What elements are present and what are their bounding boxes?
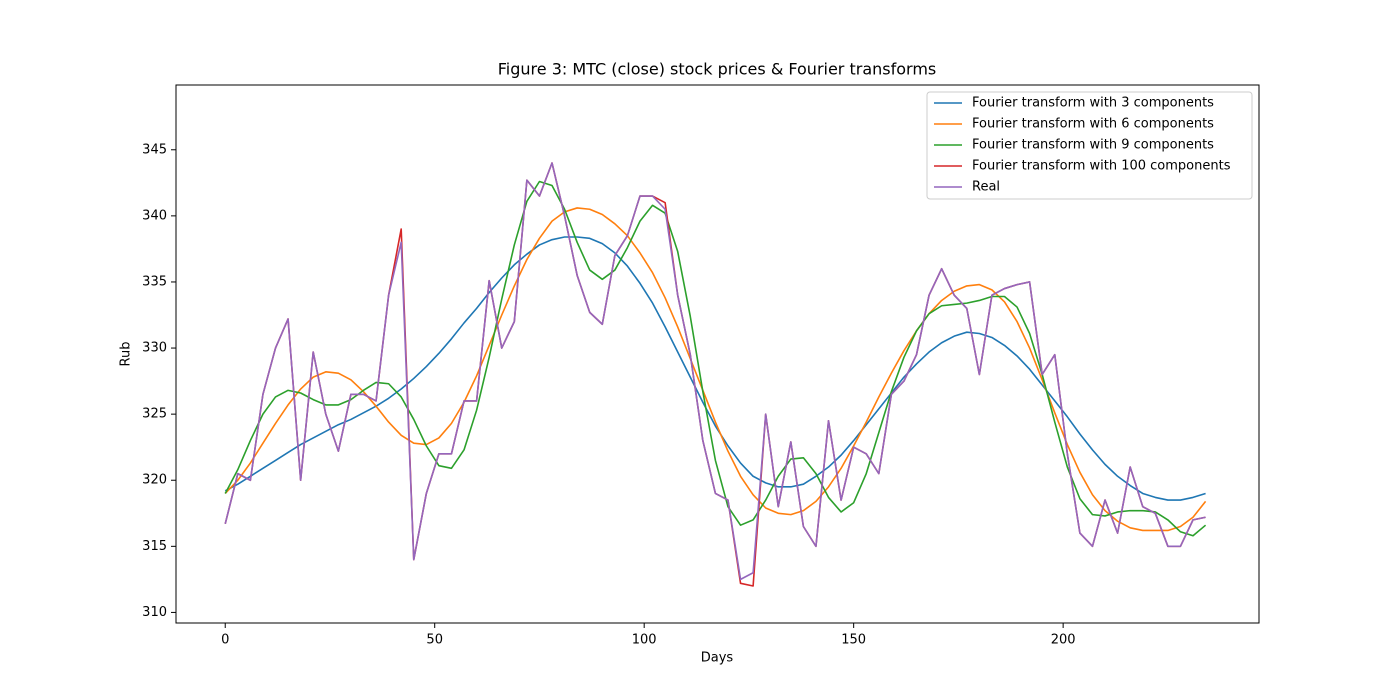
x-tick-label: 0 (221, 633, 229, 648)
y-tick-label: 335 (142, 274, 167, 289)
legend-label: Fourier transform with 3 components (972, 96, 1214, 111)
chart-title: Figure 3: MTC (close) stock prices & Fou… (498, 60, 937, 79)
series-line (224, 236, 1206, 501)
x-tick-label: 200 (1051, 633, 1076, 648)
x-tick-label: 150 (841, 633, 866, 648)
series-line (224, 207, 1207, 532)
legend-label: Fourier transform with 9 components (972, 138, 1214, 153)
y-axis-label: Rub (119, 342, 134, 367)
x-tick-label: 50 (426, 633, 443, 648)
y-tick-label: 310 (142, 605, 167, 620)
y-tick-label: 345 (142, 142, 167, 157)
y-tick-label: 315 (142, 539, 167, 554)
series-line (224, 162, 1206, 581)
y-tick-label: 340 (142, 208, 167, 223)
legend-label: Real (972, 180, 1000, 195)
legend-box (926, 91, 1253, 200)
legend-label: Fourier transform with 100 components (972, 159, 1231, 174)
y-tick-label: 320 (142, 473, 167, 488)
x-tick-label: 100 (632, 633, 657, 648)
legend-label: Fourier transform with 6 components (972, 117, 1214, 132)
y-tick-label: 325 (142, 407, 167, 422)
y-tick-label: 330 (142, 341, 167, 356)
x-axis-label: Days (701, 651, 734, 666)
plot-frame (175, 84, 1260, 624)
